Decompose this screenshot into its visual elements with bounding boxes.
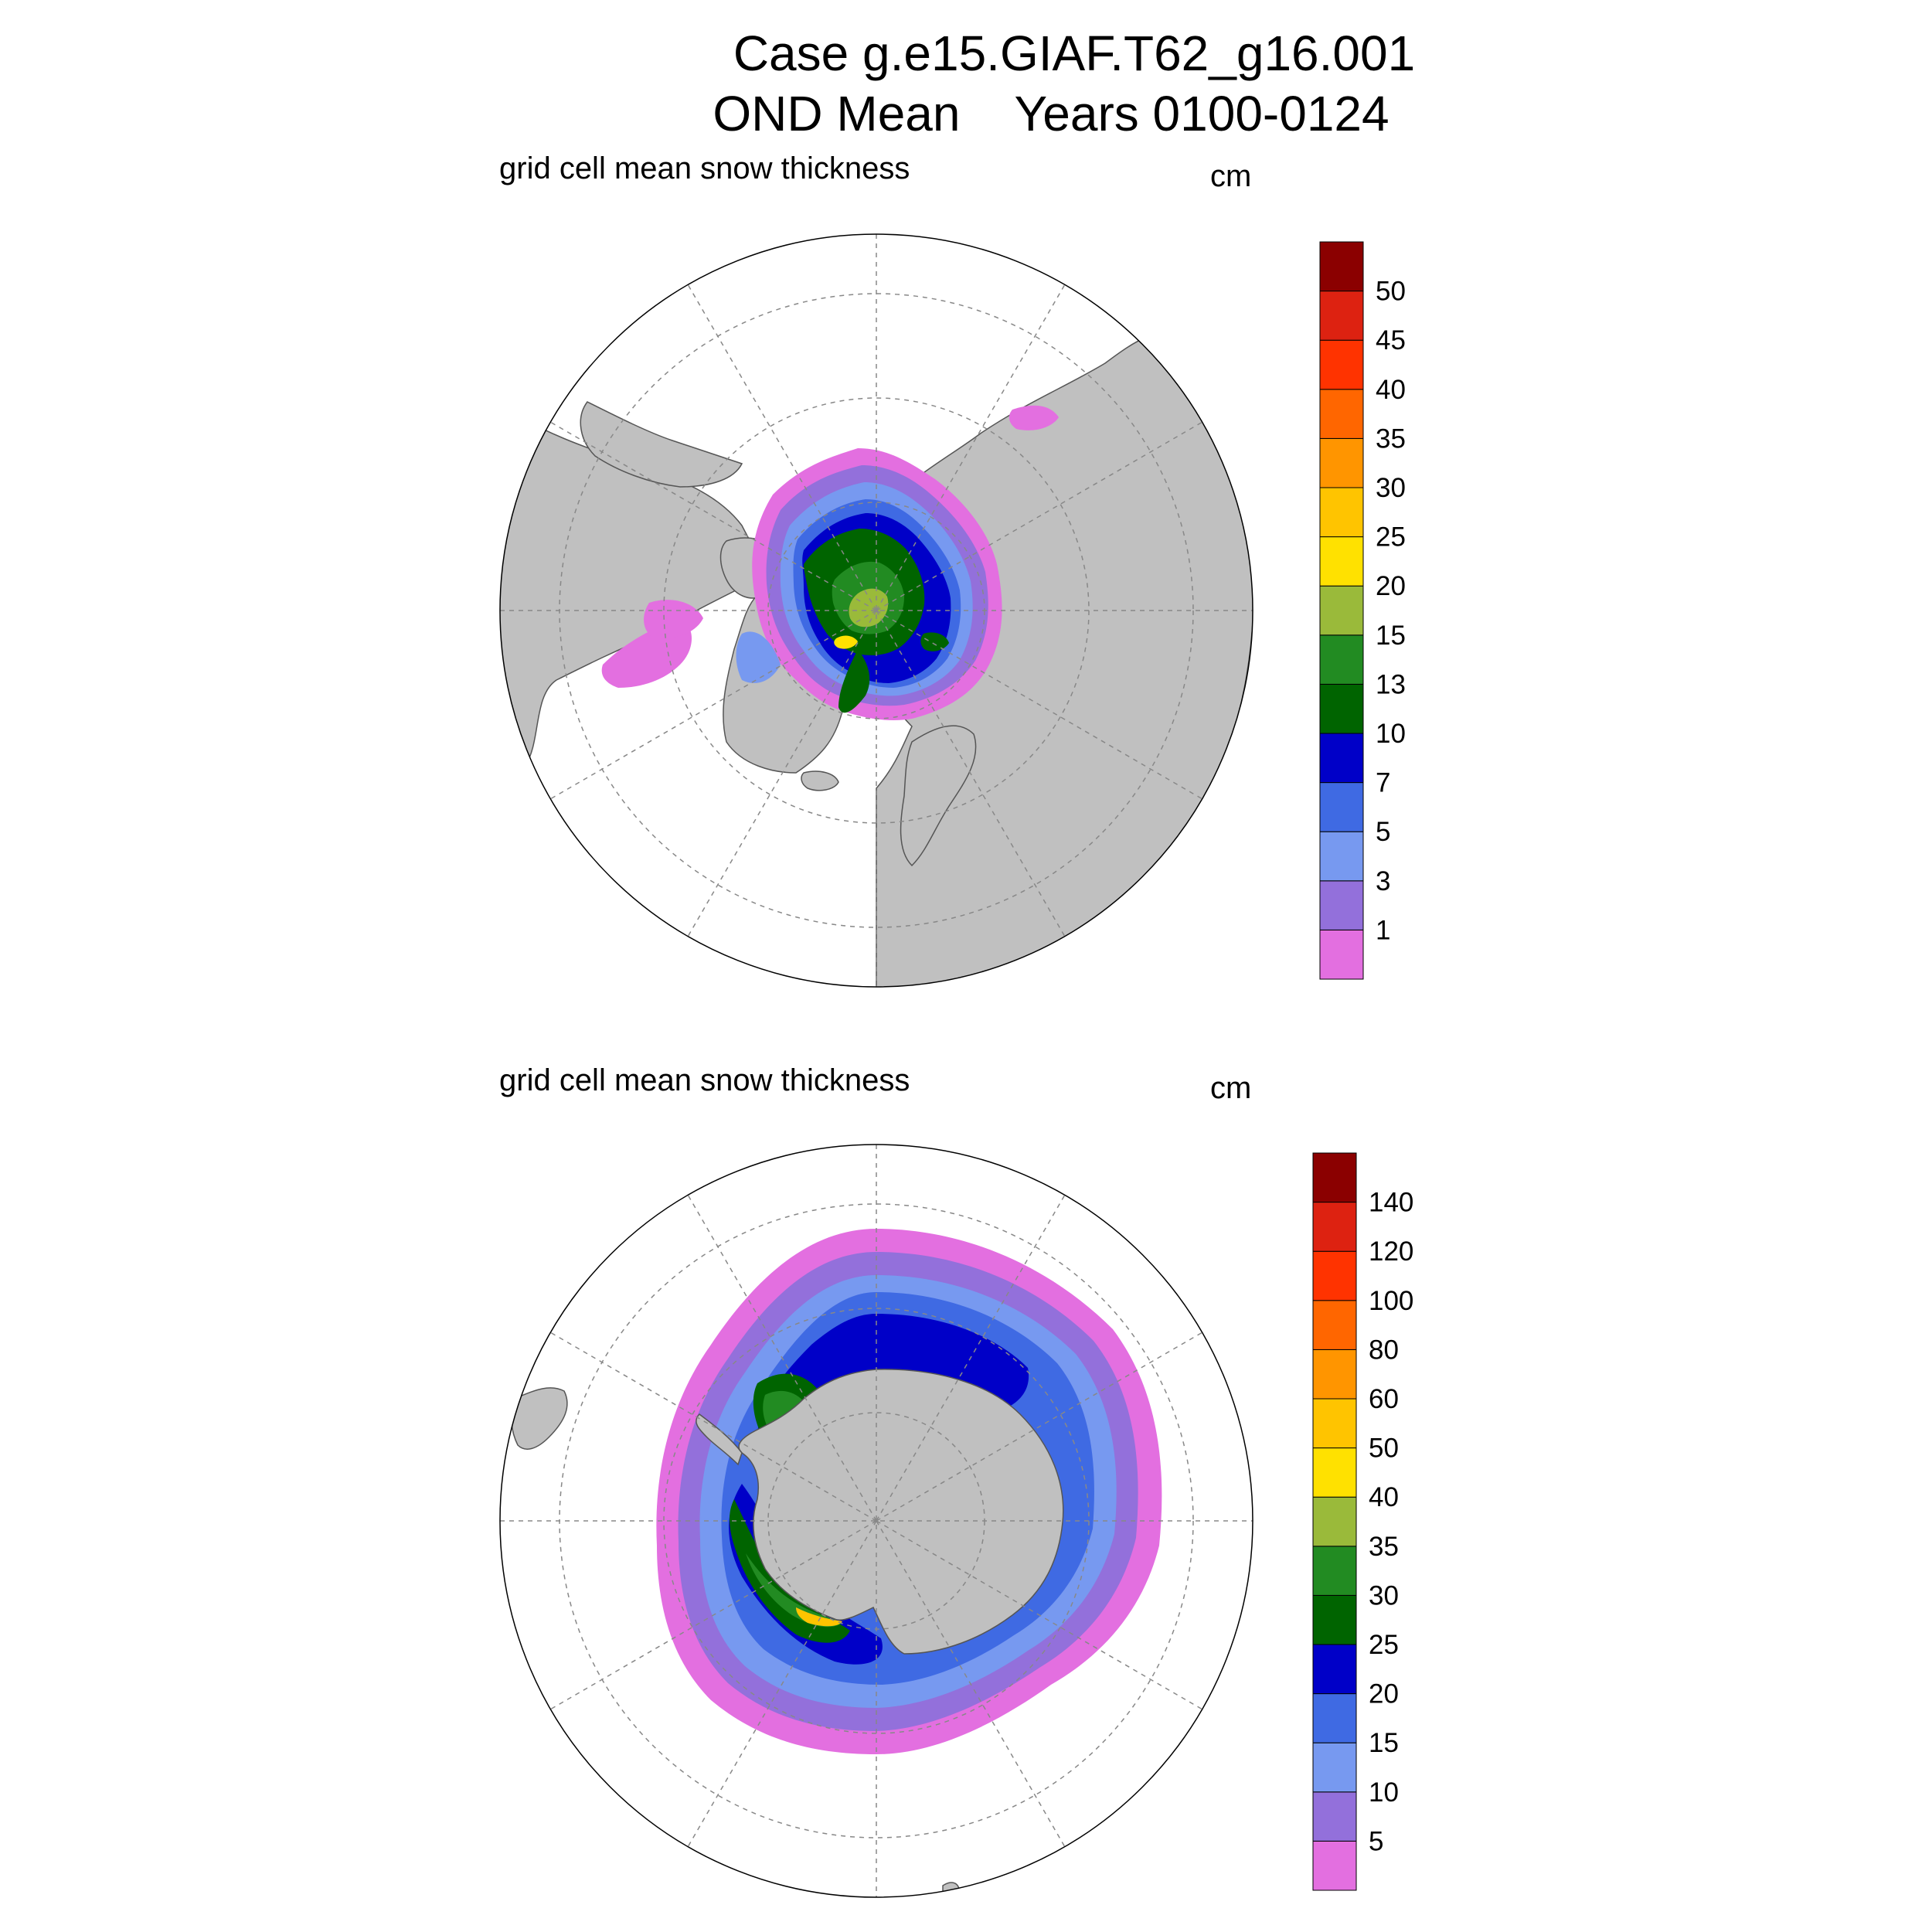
south-colorbar-box-2: [1312, 1742, 1357, 1793]
north-colorbar-tick-label: 25: [1376, 522, 1406, 553]
north-colorbar-tick-label: 30: [1376, 473, 1406, 503]
north-colorbar-box-12: [1319, 339, 1364, 390]
south-colorbar-tick-label: 20: [1369, 1679, 1399, 1709]
north-colorbar-box-6: [1319, 634, 1364, 685]
north-colorbar-tick-label: 20: [1376, 571, 1406, 601]
south-colorbar-box-10: [1312, 1349, 1357, 1400]
north-colorbar-tick-label: 10: [1376, 719, 1406, 749]
south-colorbar-box-3: [1312, 1693, 1357, 1743]
north-panel-label: grid cell mean snow thickness: [499, 151, 910, 185]
north-band-8: [849, 588, 889, 628]
north-colorbar-tick-label: 35: [1376, 423, 1406, 454]
south-colorbar-tick-label: 120: [1369, 1236, 1413, 1267]
south-colorbar-box-9: [1312, 1398, 1357, 1449]
south-colorbar-box-8: [1312, 1447, 1357, 1498]
north-land-iceland: [801, 770, 839, 791]
figure-title-line-2: OND Mean Years 0100-0124: [713, 86, 1389, 141]
north-polar-map: [499, 233, 1253, 988]
north-colorbar-tick-label: 45: [1376, 325, 1406, 355]
north-land-north-america: [500, 392, 760, 844]
north-colorbar-tick-label: 1: [1376, 915, 1390, 945]
south-units-label: cm: [1210, 1071, 1252, 1105]
north-colorbar-tick-label: 50: [1376, 277, 1406, 307]
south-colorbar-tick-label: 25: [1369, 1630, 1399, 1660]
south-colorbar-box-5: [1312, 1594, 1357, 1645]
south-graticule: [500, 1145, 1253, 1897]
south-colorbar-box-6: [1312, 1546, 1357, 1596]
south-land-antarctica: [738, 1369, 1064, 1655]
north-colorbar-tick-label: 3: [1376, 866, 1390, 896]
south-map-border: [499, 1144, 1253, 1898]
north-colorbar-tick-label: 13: [1376, 669, 1406, 699]
north-colorbar-box-5: [1319, 683, 1364, 734]
south-colorbar-tick-label: 15: [1369, 1728, 1399, 1758]
north-land-alaska: [580, 401, 743, 488]
south-colorbar-tick-label: 60: [1369, 1384, 1399, 1414]
south-colorbar-box-11: [1312, 1300, 1357, 1350]
north-colorbar-box-10: [1319, 437, 1364, 488]
north-colorbar-box-2: [1319, 831, 1364, 882]
north-band-eb-pocket: [920, 632, 949, 651]
north-map-border: [499, 233, 1253, 988]
south-colorbar-box-7: [1312, 1496, 1357, 1547]
south-colorbar-tick-label: 80: [1369, 1335, 1399, 1365]
south-polar-map: [499, 1144, 1253, 1898]
north-units-label: cm: [1210, 159, 1252, 193]
north-colorbar-box-9: [1319, 487, 1364, 538]
north-band-pink-okhotsk: [1009, 405, 1059, 430]
north-graticule: [500, 234, 1253, 987]
north-colorbar-box-4: [1319, 733, 1364, 784]
south-land-new-zealand: [942, 1882, 960, 1897]
south-colorbar-box-12: [1312, 1250, 1357, 1301]
figure-title-line-1: Case g.e15.GIAF.T62_g16.001: [733, 26, 1416, 81]
south-colorbar-box-13: [1312, 1202, 1357, 1252]
north-band-6-tongue: [838, 649, 870, 713]
south-colorbar-tick-label: 50: [1369, 1434, 1399, 1464]
north-band-9: [834, 635, 858, 649]
north-colorbar-box-0: [1319, 929, 1364, 980]
south-colorbar-tick-label: 30: [1369, 1580, 1399, 1611]
north-colorbar-box-1: [1319, 880, 1364, 930]
north-colorbar-tick-label: 7: [1376, 768, 1390, 798]
south-colorbar-box-1: [1312, 1791, 1357, 1842]
south-colorbar-box-14: [1312, 1152, 1357, 1203]
north-snow-field: [601, 405, 1059, 720]
south-colorbar-tick-label: 40: [1369, 1482, 1399, 1512]
north-colorbar-box-7: [1319, 585, 1364, 636]
south-land-antarctic-peninsula: [696, 1413, 743, 1466]
south-colorbar: 5 10 15 20 25 30 35 40 50 60 80 100 120 140: [1312, 1152, 1413, 1891]
south-land-south-america: [510, 1387, 568, 1450]
south-colorbar-box-0: [1312, 1840, 1357, 1891]
north-colorbar-tick-label: 5: [1376, 817, 1390, 847]
north-colorbar-box-3: [1319, 782, 1364, 832]
south-colorbar-box-4: [1312, 1644, 1357, 1695]
south-panel-label: grid cell mean snow thickness: [499, 1063, 910, 1097]
south-colorbar-tick-label: 100: [1369, 1286, 1413, 1316]
north-colorbar-box-8: [1319, 536, 1364, 587]
north-colorbar-box-14: [1319, 241, 1364, 292]
south-colorbar-tick-label: 140: [1369, 1188, 1413, 1218]
south-colorbar-tick-label: 35: [1369, 1532, 1399, 1562]
south-band-10: [796, 1607, 842, 1627]
north-colorbar-tick-label: 15: [1376, 621, 1406, 651]
south-colorbar-tick-label: 5: [1369, 1826, 1383, 1856]
south-colorbar-tick-label: 10: [1369, 1777, 1399, 1808]
north-colorbar-tick-label: 40: [1376, 375, 1406, 405]
north-colorbar-box-11: [1319, 389, 1364, 439]
north-land-scandinavia: [900, 725, 977, 867]
north-band-pink-hudson: [644, 600, 703, 639]
north-band-3-barents: [736, 631, 781, 683]
north-colorbar-box-13: [1319, 291, 1364, 341]
